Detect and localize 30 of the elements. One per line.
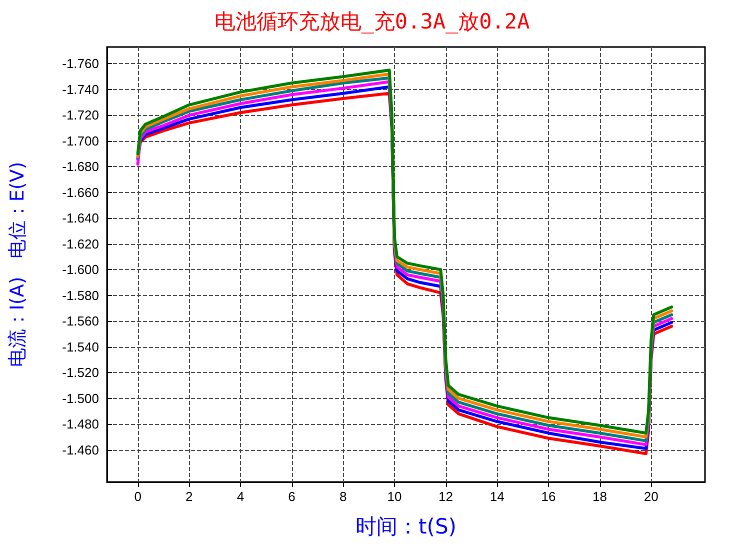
x-tick-label: 4 — [236, 489, 244, 504]
x-tick-label: 6 — [288, 489, 296, 504]
y-tick-label: -1.600 — [62, 262, 99, 278]
y-tick-label: -1.580 — [62, 288, 99, 303]
x-axis-title: 时间：t(S) — [356, 514, 456, 538]
x-tick-label: 14 — [490, 489, 504, 504]
x-tick-label: 12 — [438, 489, 454, 504]
x-tick-label: 2 — [186, 489, 193, 504]
y-tick-label: -1.700 — [62, 133, 99, 148]
y-tick-label: -1.720 — [62, 108, 99, 123]
y-tick-label: -1.520 — [62, 365, 99, 380]
y-tick-label: -1.660 — [62, 184, 99, 200]
y-tick-label: -1.480 — [62, 416, 99, 432]
x-tick-label: 10 — [387, 489, 402, 504]
x-tick-label: 16 — [541, 489, 556, 504]
chart-title: 电池循环充放电_充0.3A_放0.2A — [214, 10, 530, 34]
y-tick-label: -1.760 — [62, 56, 99, 72]
y-tick-label: -1.740 — [62, 82, 99, 97]
y-tick-label: -1.620 — [62, 236, 99, 252]
y-tick-label: -1.540 — [62, 339, 99, 354]
y-tick-label: -1.640 — [62, 210, 99, 226]
x-tick-label: 20 — [644, 489, 658, 504]
y-tick-label: -1.680 — [62, 159, 99, 174]
x-tick-label: 8 — [340, 489, 347, 504]
y-axis-title: 电流：I(A) 电位：E(V) — [6, 162, 28, 368]
x-tick-label: 0 — [134, 489, 142, 504]
y-tick-label: -1.560 — [62, 314, 99, 329]
y-tick-label: -1.500 — [62, 390, 99, 406]
x-tick-label: 18 — [592, 489, 608, 504]
y-tick-label: -1.460 — [62, 442, 99, 458]
